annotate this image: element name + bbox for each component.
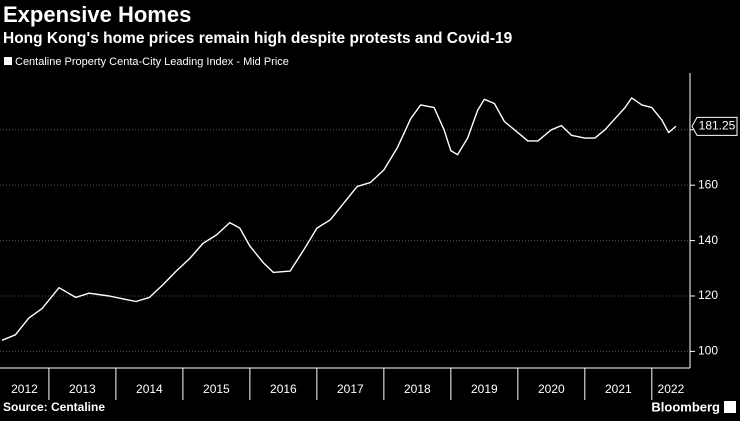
x-tick-label: 2020 (538, 382, 565, 396)
y-tick-label: 120 (698, 288, 718, 302)
source: Source: Centaline (3, 400, 105, 414)
x-tick-label: 2015 (203, 382, 230, 396)
legend-swatch (4, 57, 12, 65)
chart-subtitle: Hong Kong's home prices remain high desp… (3, 30, 513, 47)
x-tick-label: 2019 (471, 382, 498, 396)
x-tick-label: 2021 (605, 382, 632, 396)
x-tick-label: 2012 (11, 382, 38, 396)
brand: Bloomberg (651, 399, 720, 414)
brand-icon (724, 401, 736, 413)
value-label-box (691, 116, 738, 136)
x-tick-label: 2017 (337, 382, 364, 396)
x-tick-label: 2018 (404, 382, 431, 396)
y-tick-label: 160 (698, 177, 718, 191)
legend-label: Centaline Property Centa-City Leading In… (15, 56, 289, 68)
x-tick-label: 2013 (69, 382, 96, 396)
y-tick-label: 140 (698, 233, 718, 247)
x-tick-label: 2016 (270, 382, 297, 396)
x-tick-label: 2014 (136, 382, 163, 396)
line-series (1, 97, 677, 341)
value-label: 181.25 (699, 118, 736, 132)
y-tick-label: 100 (698, 344, 718, 358)
x-tick-label: 2022 (658, 382, 685, 396)
chart-title: Expensive Homes (3, 2, 191, 27)
